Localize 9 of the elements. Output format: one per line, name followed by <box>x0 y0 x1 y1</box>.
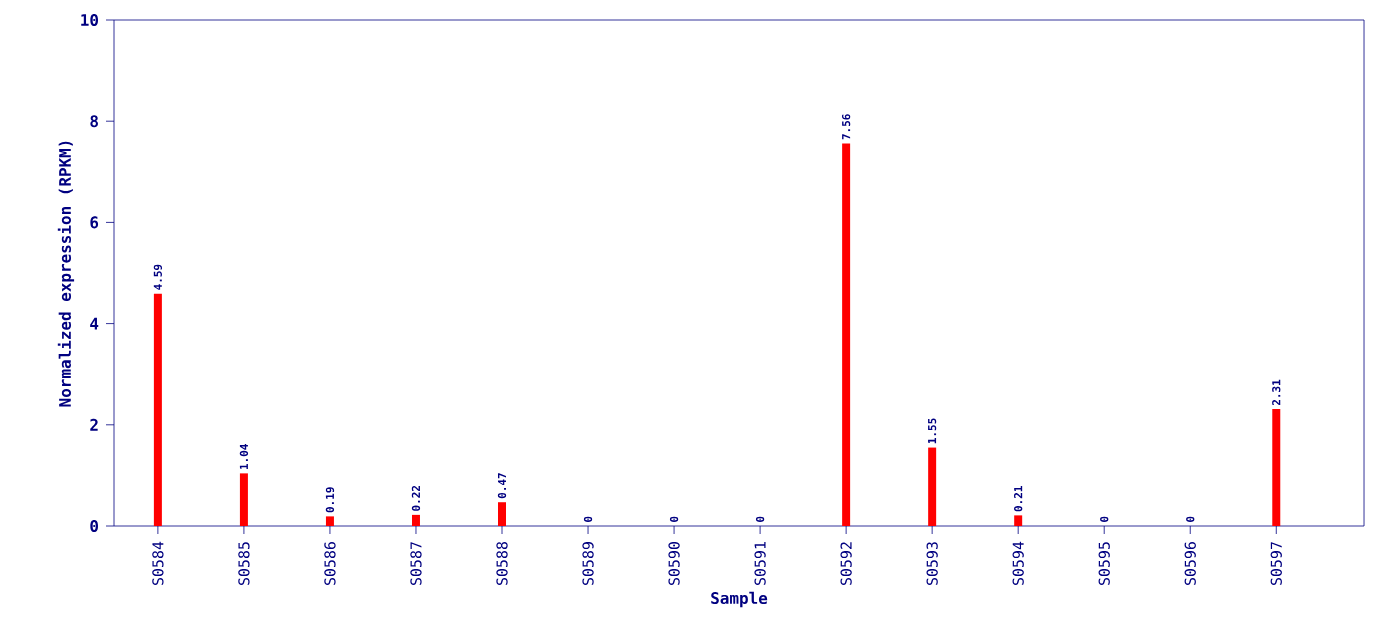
bar <box>1014 515 1023 526</box>
bar <box>325 516 334 526</box>
bar <box>153 293 162 526</box>
bar <box>928 447 937 526</box>
bar <box>498 502 506 526</box>
bar <box>842 143 851 526</box>
bar <box>411 514 420 526</box>
bar <box>239 473 248 526</box>
bar <box>1272 409 1281 526</box>
